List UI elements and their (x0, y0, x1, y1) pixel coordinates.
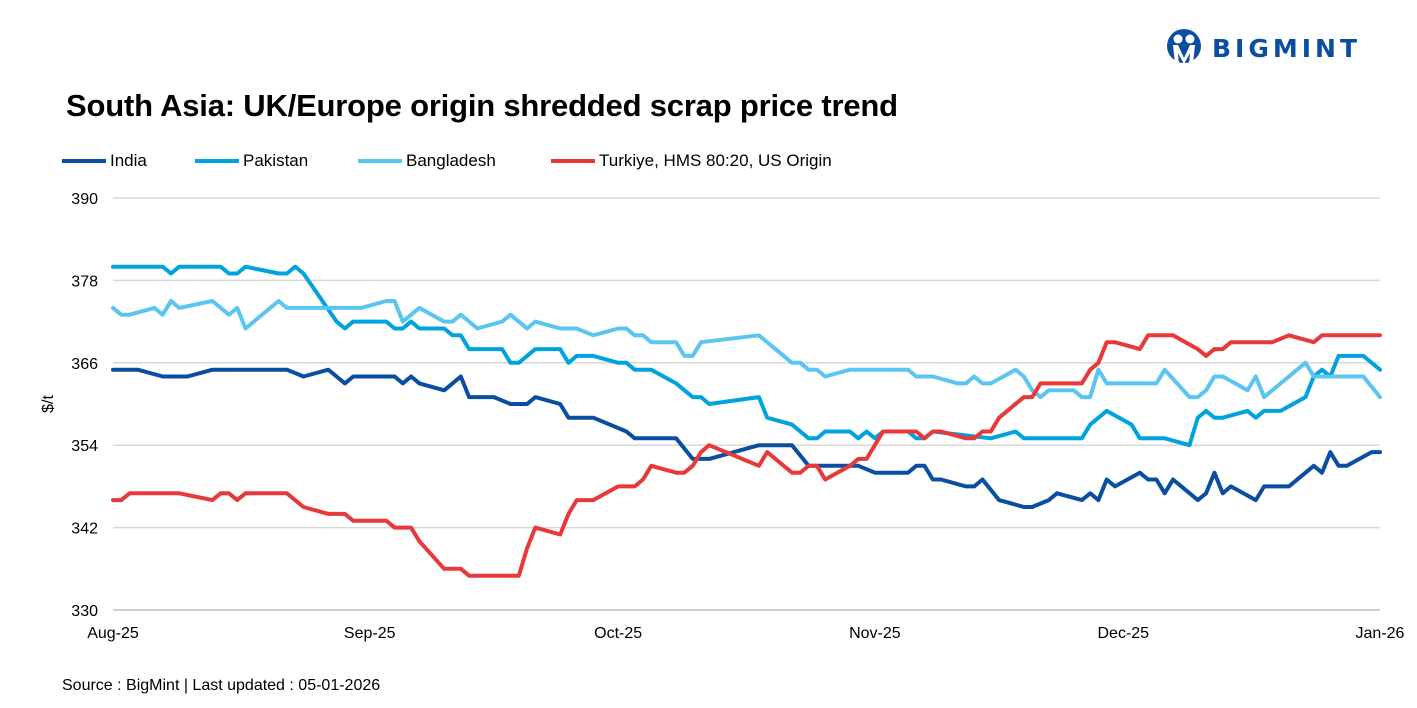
y-axis-label: $/t (40, 395, 57, 413)
x-tick-label: Jan-26 (1356, 625, 1405, 642)
x-tick-label: Nov-25 (849, 625, 901, 642)
series-line-bangladesh (111, 299, 1382, 400)
y-tick-label: 342 (71, 521, 98, 538)
series-line-pakistan (111, 264, 1382, 448)
y-tick-label: 366 (71, 356, 98, 373)
legend-swatch-india (62, 159, 106, 163)
y-tick-label: 330 (71, 603, 98, 620)
y-tick-label: 378 (71, 273, 98, 290)
legend-item-pakistan: Pakistan (195, 151, 308, 171)
x-tick-label: Aug-25 (87, 625, 139, 642)
legend-swatch-bangladesh (358, 159, 402, 163)
x-tick-label: Dec-25 (1097, 625, 1149, 642)
y-tick-label: 354 (71, 438, 98, 455)
source-note: Source : BigMint | Last updated : 05-01-… (62, 677, 381, 694)
legend-swatch-pakistan (195, 159, 239, 163)
bigmint-logo-icon (1167, 29, 1201, 64)
bigmint-logo: BIGMINT (1166, 28, 1361, 68)
legend-item-india: India (62, 151, 147, 171)
x-tick-label: Sep-25 (344, 625, 396, 642)
legend-label-bangladesh: Bangladesh (406, 151, 496, 170)
x-tick-label: Oct-25 (594, 625, 642, 642)
legend-item-turkiye: Turkiye, HMS 80:20, US Origin (551, 151, 832, 171)
series-line-turkiye (111, 333, 1382, 578)
legend-label-pakistan: Pakistan (243, 151, 309, 170)
y-tick-label: 390 (71, 191, 98, 208)
series-line-india (111, 367, 1382, 509)
legend-swatch-turkiye (551, 159, 595, 163)
legend-label-turkiye: Turkiye, HMS 80:20, US Origin (599, 151, 832, 170)
logo-text: BIGMINT (1212, 33, 1362, 63)
legend-item-bangladesh: Bangladesh (358, 151, 496, 171)
chart-title: South Asia: UK/Europe origin shredded sc… (66, 88, 898, 123)
legend-label-india: India (110, 151, 147, 170)
